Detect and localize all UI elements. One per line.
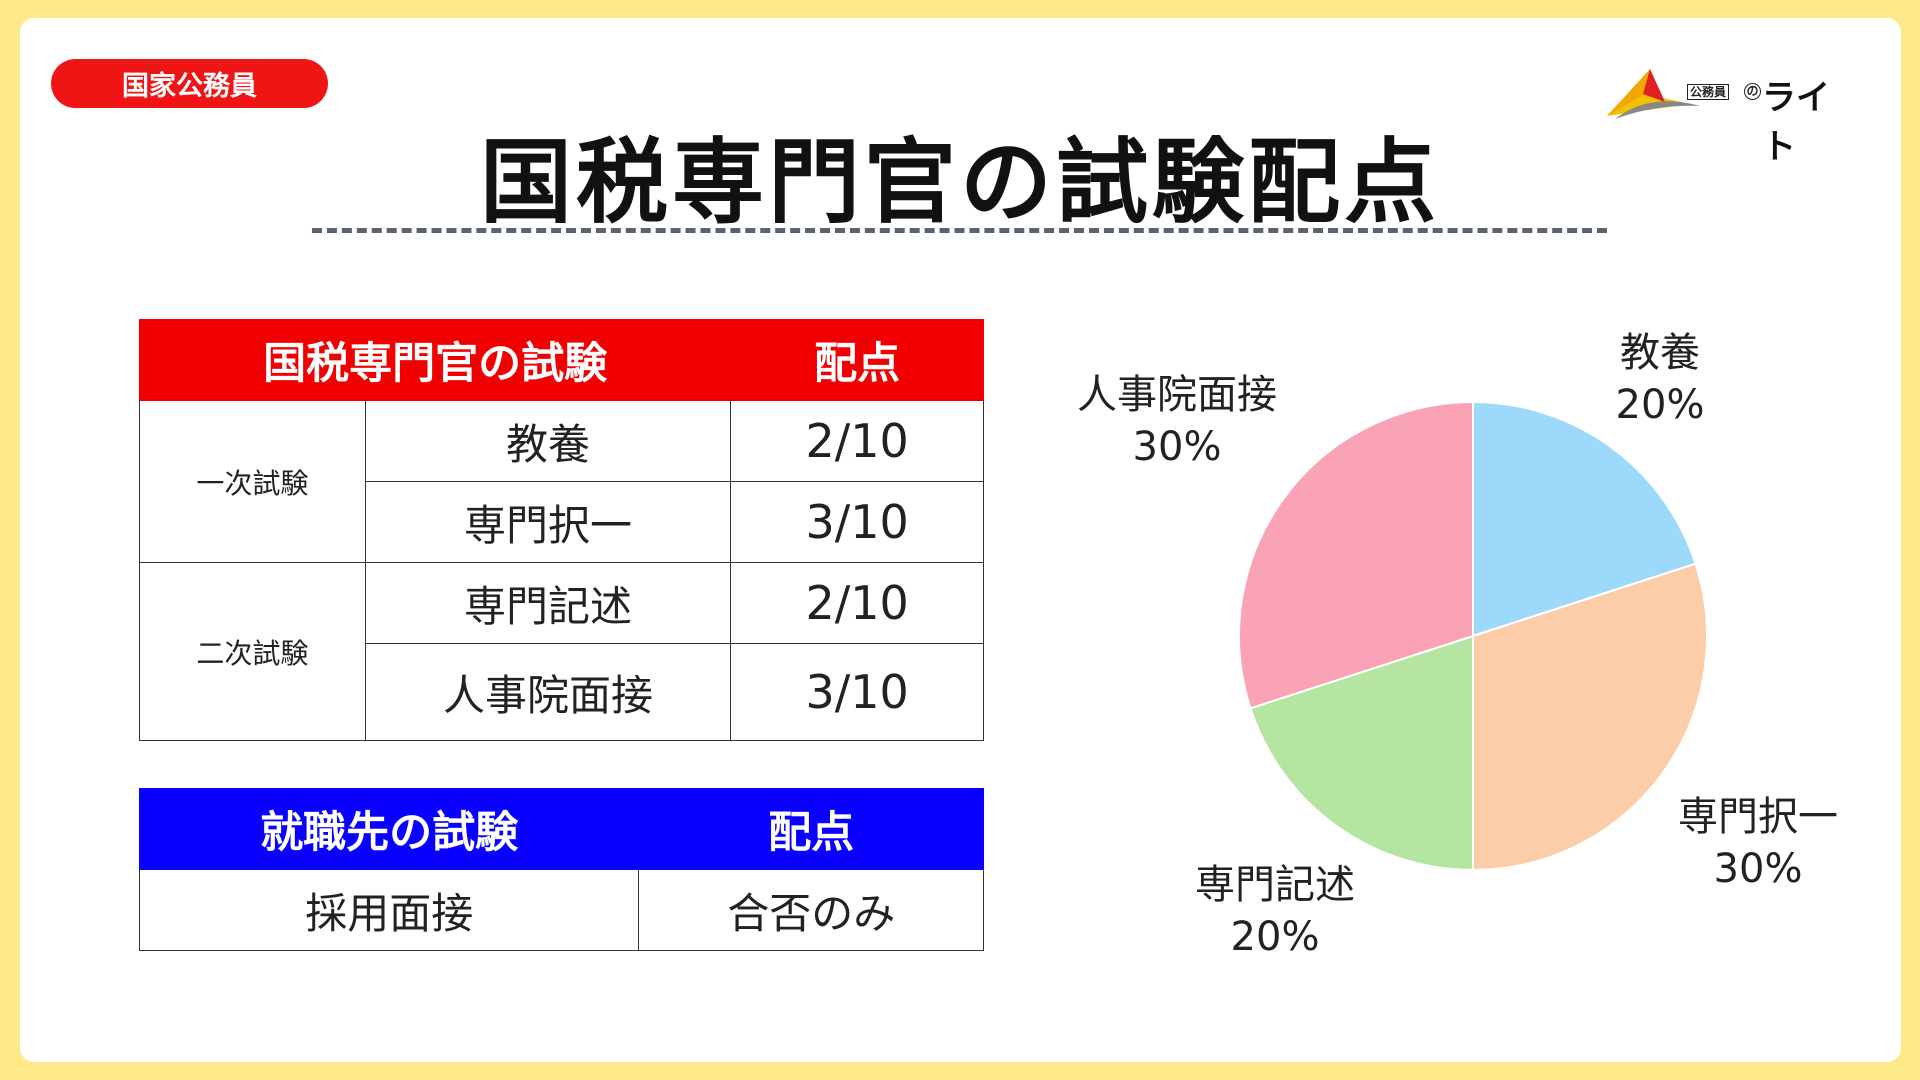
pie-label-value: 30% <box>1132 424 1222 470</box>
pie-label-value: 20% <box>1230 914 1320 960</box>
points-header: 配点 <box>730 319 984 401</box>
page-title: 国税専門官の試験配点 <box>479 129 1440 236</box>
exam-item: 専門記述 <box>364 562 732 644</box>
exam-points: 2/10 <box>730 562 984 644</box>
mountain-logo-icon <box>1607 69 1700 119</box>
brand-logo: 公務員 の ライト <box>1605 64 1855 167</box>
employer-points: 合否のみ <box>638 869 984 951</box>
exam-item: 教養 <box>364 400 732 482</box>
pie-slice-4 <box>1238 400 1474 710</box>
category-tag: 国家公務員 <box>51 59 328 108</box>
score-pie-chart <box>1238 400 1708 872</box>
pie-label: 専門択一 30% <box>1678 791 1838 895</box>
exam-points: 2/10 <box>730 400 984 482</box>
group-label: 二次試験 <box>139 562 366 741</box>
pie-label-name: 専門記述 <box>1195 862 1355 908</box>
pie-label-name: 教養 <box>1620 330 1700 376</box>
pie-label-value: 30% <box>1713 846 1803 892</box>
exam-points: 3/10 <box>730 481 984 563</box>
title-divider <box>312 228 1607 233</box>
exam-item: 専門択一 <box>364 481 732 563</box>
pie-label: 専門記述 20% <box>1195 859 1355 963</box>
logo-box-text: 公務員 <box>1687 84 1730 100</box>
employer-item: 採用面接 <box>138 869 640 951</box>
pie-slice-1 <box>1472 400 1697 638</box>
pie-label-name: 人事院面接 <box>1077 372 1277 418</box>
pie-label: 教養 20% <box>1616 327 1705 431</box>
exam-header: 国税専門官の試験 <box>138 319 732 401</box>
exam-item: 人事院面接 <box>364 643 732 741</box>
group-label: 一次試験 <box>139 400 366 563</box>
employer-points-header: 配点 <box>638 788 984 870</box>
employer-exam-header: 就職先の試験 <box>138 788 640 870</box>
pie-label-value: 20% <box>1615 382 1705 428</box>
exam-points: 3/10 <box>730 643 984 741</box>
exam-score-table: 国税専門官の試験 配点 一次試験 教養 2/10 専門択一 3/10 二次試験 … <box>138 319 984 741</box>
pie-label: 人事院面接 30% <box>1077 369 1277 473</box>
pie-slice-3 <box>1249 634 1474 872</box>
employer-score-table: 就職先の試験 配点 採用面接 合否のみ <box>138 788 984 951</box>
logo-text: ライト <box>1762 78 1830 167</box>
logo-no-text: の <box>1744 83 1761 100</box>
pie-slice-2 <box>1472 562 1708 872</box>
pie-label-name: 専門択一 <box>1678 794 1838 840</box>
